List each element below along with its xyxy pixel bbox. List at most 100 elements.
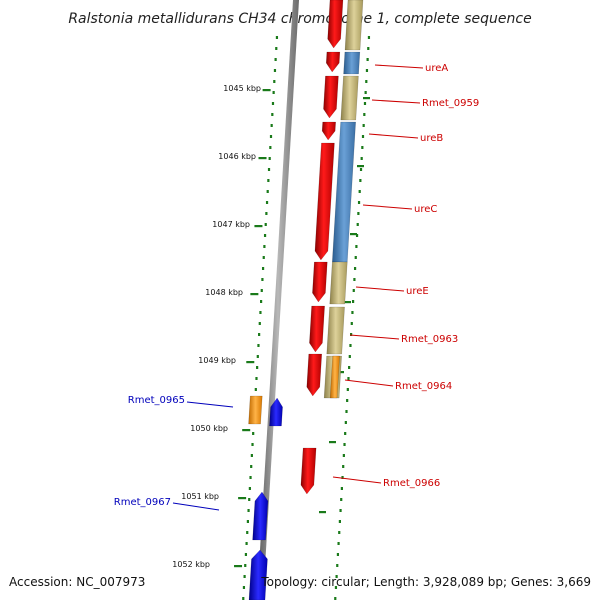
label-leader-lines [172, 64, 424, 511]
guide-dot-outer [340, 498, 343, 501]
guide-dot-inner [242, 597, 245, 600]
kbp-tick [262, 89, 271, 92]
gene-label-Rmet_0959[interactable]: Rmet_0959 [422, 98, 479, 109]
guide-dot-outer [365, 69, 369, 72]
forward-gene-5[interactable] [314, 142, 335, 261]
guide-dot-outer [338, 520, 341, 523]
gene-labels: ureA Rmet_0959 ureB ureC ureE Rmet_0963 … [114, 63, 479, 508]
reverse-gene-Rmet_0965[interactable] [269, 397, 283, 427]
guide-dot-inner [261, 267, 265, 270]
gene-label-Rmet_0966[interactable]: Rmet_0966 [383, 478, 440, 489]
guide-dot-outer [357, 201, 361, 204]
guide-dot-outer [363, 102, 367, 105]
guide-dot-outer [351, 311, 354, 314]
guide-dot-inner [250, 465, 253, 468]
guide-dot-inner [255, 377, 258, 380]
cog-block-khaki[interactable] [344, 0, 364, 51]
gene-label-Rmet_0963[interactable]: Rmet_0963 [401, 334, 458, 345]
guide-dot-inner [247, 509, 250, 512]
guide-dot-outer [359, 168, 363, 171]
guide-dot-inner [271, 113, 274, 116]
guide-dot-outer [350, 322, 353, 325]
gene-label-ureA[interactable]: ureA [425, 63, 448, 74]
forward-gene-1[interactable] [327, 0, 344, 49]
guide-dot-outer [366, 58, 369, 61]
guide-dot-outer [344, 432, 347, 435]
outer-tick [329, 441, 336, 444]
kbp-tick [238, 497, 247, 500]
cog-block-blue[interactable] [343, 51, 361, 75]
guide-dot-outer [353, 278, 356, 281]
forward-gene-4[interactable] [321, 121, 336, 141]
forward-gene-3[interactable] [323, 75, 339, 119]
guide-dot-outer [361, 135, 365, 138]
guide-dot-inner [251, 443, 254, 446]
leader-line-Rmet_0964 [344, 379, 394, 387]
reverse-strand-genes [248, 395, 283, 600]
guide-dot-outer [352, 300, 355, 303]
forward-gene-8[interactable] [306, 353, 323, 397]
guide-dot-outer [349, 344, 352, 347]
gene-label-Rmet_0965[interactable]: Rmet_0965 [128, 395, 185, 406]
guide-dot-outer [358, 190, 361, 193]
cog-block-khaki[interactable] [340, 75, 359, 121]
kbp-tick [246, 361, 255, 364]
reverse-feature-orange[interactable] [248, 395, 263, 425]
forward-gene-7[interactable] [309, 305, 325, 353]
gene-label-Rmet_0964[interactable]: Rmet_0964 [395, 381, 452, 392]
guide-dot-outer [355, 234, 359, 237]
leader-line-Rmet_0967 [172, 502, 220, 511]
guide-dot-inner [243, 575, 246, 578]
guide-dot-outer [367, 47, 370, 50]
kbp-tick [258, 157, 267, 160]
guide-dot-inner [265, 212, 268, 215]
guide-dot-outer [352, 289, 355, 292]
leader-line-Rmet_0965 [186, 401, 234, 408]
guide-dot-outer [346, 388, 349, 391]
guide-dot-inner [254, 388, 257, 391]
topology-text: Topology: circular; Length: 3,928,089 bp… [260, 575, 591, 589]
guide-dot-inner [275, 36, 279, 39]
reverse-gene-Rmet_0967[interactable] [252, 491, 269, 541]
cog-block-khaki[interactable] [329, 261, 348, 305]
leader-line-ureB [368, 133, 419, 139]
guide-dot-inner [262, 256, 265, 259]
cog-block-khaki[interactable] [326, 306, 345, 355]
map-title: Ralstonia metallidurans CH34 chromosome … [68, 11, 531, 27]
kbp-label-1045: 1045 kbp [223, 84, 261, 93]
guide-dot-inner [269, 146, 272, 149]
gene-label-ureE[interactable]: ureE [406, 286, 429, 297]
guide-dot-outer [334, 597, 337, 600]
gene-label-Rmet_0967[interactable]: Rmet_0967 [114, 497, 171, 508]
guide-dot-inner [244, 564, 247, 567]
leader-line-ureE [355, 286, 405, 292]
guide-dot-outer [348, 366, 351, 369]
kbp-tick [250, 293, 259, 296]
guide-dot-outer [367, 36, 371, 39]
cog-block-orange[interactable] [329, 355, 340, 399]
guide-dot-outer [346, 399, 349, 402]
forward-gene-6[interactable] [312, 261, 328, 303]
outer-tick [357, 165, 364, 168]
gene-label-ureB[interactable]: ureB [420, 133, 443, 144]
forward-gene-2[interactable] [325, 51, 341, 73]
guide-dot-inner [267, 179, 270, 182]
guide-dot-outer [336, 564, 339, 567]
outer-tick [363, 97, 370, 100]
kbp-labels: 1045 kbp 1046 kbp 1047 kbp 1048 kbp 1049… [172, 84, 261, 569]
leader-line-ureC [362, 204, 413, 210]
gene-label-ureC[interactable]: ureC [414, 204, 437, 215]
guide-dot-outer [336, 553, 340, 556]
guide-dot-inner [274, 58, 277, 61]
leader-line-Rmet_0963 [349, 334, 400, 340]
guide-dot-inner [271, 102, 275, 105]
reverse-gene-next[interactable] [248, 549, 268, 600]
guide-dot-outer [343, 443, 346, 446]
guide-dot-outer [353, 267, 357, 270]
kbp-label-1051: 1051 kbp [181, 492, 219, 501]
cog-block-blue[interactable] [332, 121, 356, 263]
guide-dot-inner [246, 531, 249, 534]
leader-line-Rmet_0966 [332, 476, 382, 484]
forward-gene-9[interactable] [300, 447, 317, 495]
kbp-label-1050: 1050 kbp [190, 424, 228, 433]
